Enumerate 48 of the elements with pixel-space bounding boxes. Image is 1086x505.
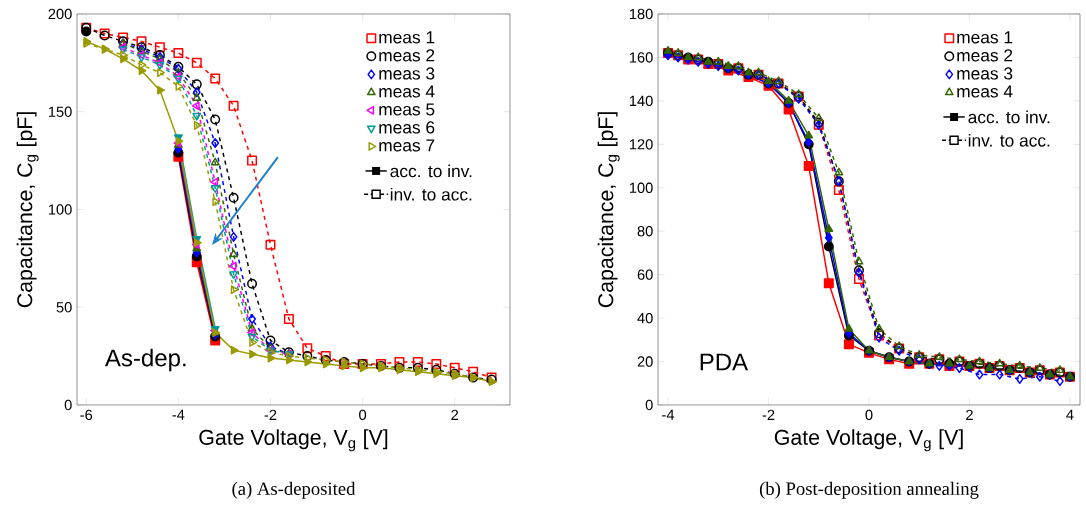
x-tick-label: -4 [662,409,675,420]
annotation: inv. to acc. [968,133,1050,147]
text: (a) As-deposited [232,481,356,499]
y-tick-label: 80 [637,226,653,237]
y-tick-label: 40 [637,312,653,324]
annotation: As-dep. [104,348,186,372]
text: (b) Post-deposition annealing [759,481,979,499]
y-axis-title: Capacitance, C$_{g}$ [pF] [16,112,39,308]
legend-label: meas 2 [957,49,1013,62]
y-tick-label: 60 [637,269,653,280]
y-tick-label: 100 [629,182,653,193]
legend-label: meas 2 [379,49,435,62]
x-axis-title: Gate Voltage, V$_{g}$ [V] [774,429,963,452]
y-tick-label: 140 [629,95,653,107]
y-axis-title: Capacitance, C$_{g}$ [pF] [597,112,620,308]
y-tick-label: 100 [48,204,72,215]
y-tick-label: 160 [629,52,653,63]
legend-label: meas 1 [379,31,435,44]
annotation: inv. to acc. [390,187,472,201]
x-tick-label: -6 [80,409,93,421]
annotation: acc. to inv. [968,110,1050,124]
y-tick-label: 20 [637,356,653,367]
legend-label: meas 7 [379,139,435,152]
x-tick-label: 2 [966,409,973,420]
legend-label: meas 4 [379,85,435,98]
y-tick-label: 200 [48,8,72,20]
x-tick-label: -2 [264,409,277,420]
y-tick-label: 150 [48,106,72,117]
annotation: acc. to inv. [390,164,472,178]
annotation: PDA [700,353,749,371]
y-tick-label: 50 [56,302,72,313]
x-tick-label: 2 [451,409,459,420]
legend-label: meas 4 [957,85,1013,98]
y-tick-label: 0 [64,399,72,411]
x-axis-title: Gate Voltage, V$_{g}$ [V] [199,429,388,452]
legend-label: meas 3 [379,67,435,80]
x-tick-label: -2 [762,409,775,420]
legend-label: meas 3 [957,67,1013,80]
legend-label: meas 6 [379,121,435,134]
x-tick-label: 4 [1066,409,1074,420]
x-tick-label: 0 [865,409,873,421]
legend-label: meas 1 [957,31,1013,44]
y-tick-label: 180 [629,8,653,20]
legend-label: meas 5 [379,103,435,116]
x-tick-label: -4 [172,409,185,420]
x-tick-label: 0 [359,409,367,421]
y-tick-label: 120 [629,139,653,150]
y-tick-label: 0 [645,399,653,411]
